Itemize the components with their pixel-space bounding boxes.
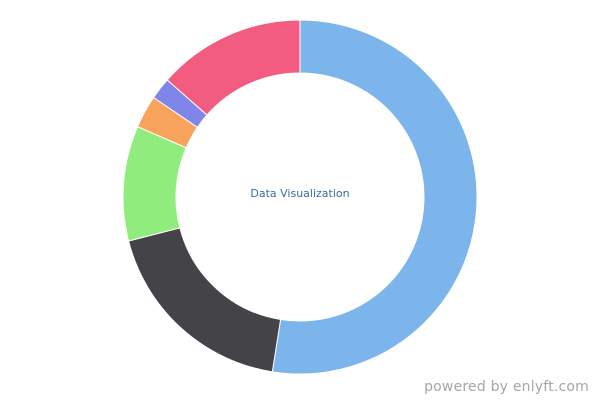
- donut-slice-6[interactable]: [166, 19, 301, 116]
- center-label: Data Visualization: [250, 187, 349, 200]
- donut-slice-2[interactable]: [127, 227, 282, 373]
- donut-slice-1[interactable]: [271, 19, 478, 375]
- powered-by-credit: powered by enlyft.com: [424, 379, 589, 395]
- donut-slices: [122, 19, 478, 375]
